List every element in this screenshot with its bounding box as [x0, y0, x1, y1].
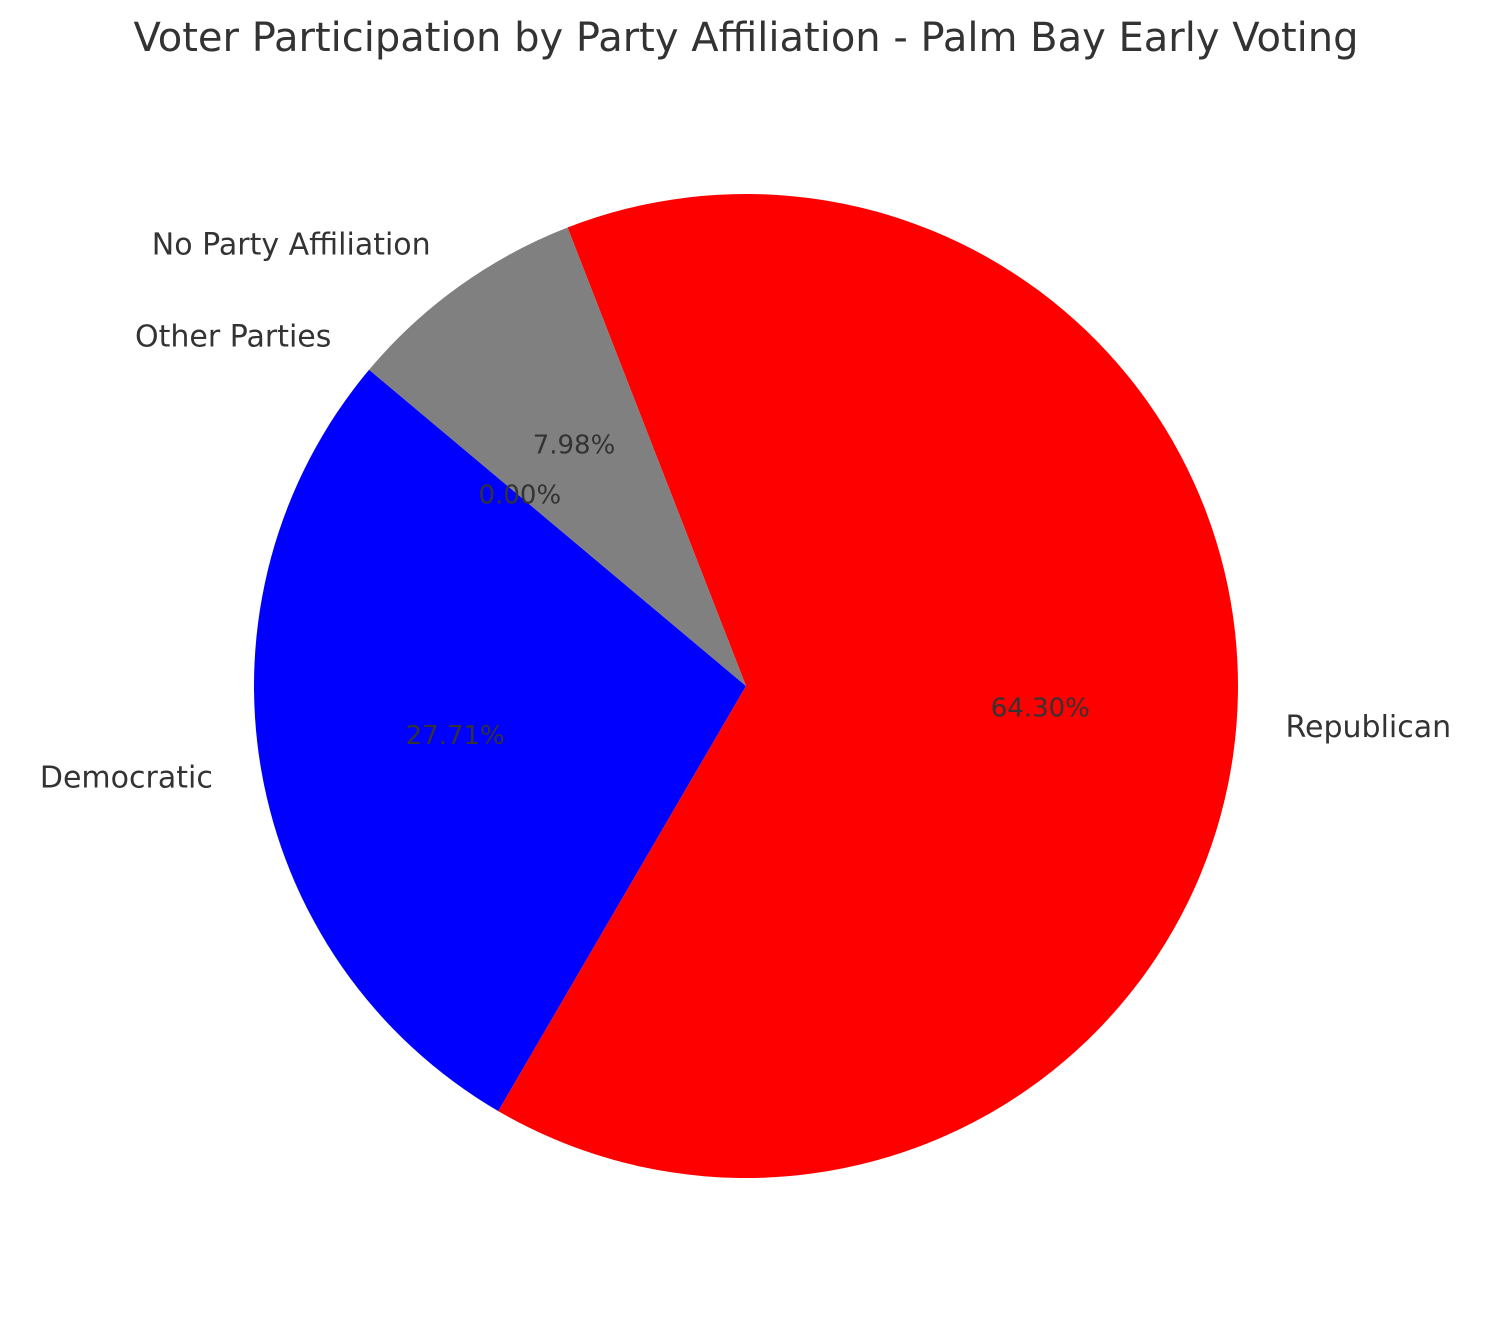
value-label: 64.30%	[991, 694, 1090, 724]
value-label: 27.71%	[406, 721, 505, 751]
value-label: 7.98%	[533, 431, 616, 461]
pie-slice	[498, 194, 1238, 1179]
slice-label: Other Parties	[135, 320, 331, 355]
chart-title: Voter Participation by Party Affiliation…	[134, 15, 1359, 61]
pie-slice	[369, 369, 746, 686]
pie-slice	[369, 227, 746, 686]
pie-slice	[253, 369, 746, 1112]
slice-label: Republican	[1286, 710, 1452, 745]
slice-label: No Party Affiliation	[152, 228, 431, 263]
slice-label: Democratic	[40, 760, 213, 795]
value-label: 0.00%	[479, 481, 562, 511]
